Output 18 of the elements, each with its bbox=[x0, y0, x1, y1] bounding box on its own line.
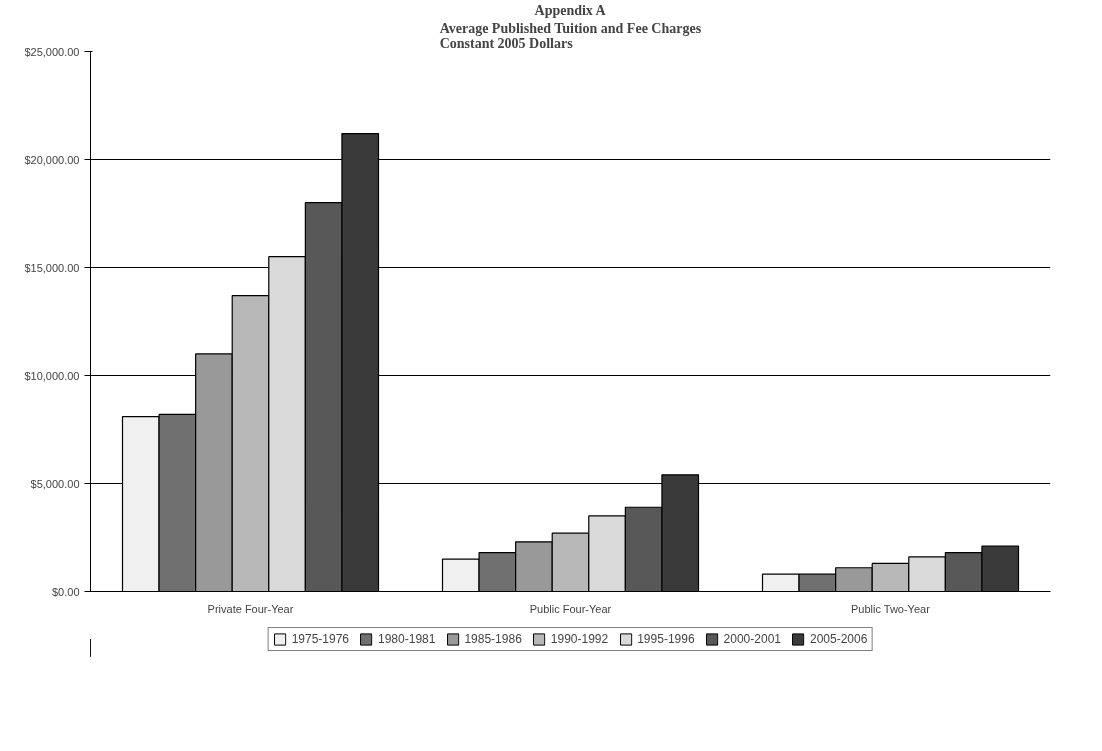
y-tick-label: $15,000.00 bbox=[24, 261, 80, 274]
legend-label: 2005-2006 bbox=[809, 632, 868, 646]
chart-subtitle: Average Published Tuition and Fee Charges Constant 2005 Dollars bbox=[439, 20, 702, 51]
legend-label: 1990-1992 bbox=[550, 632, 609, 646]
y-tick-label: $0.00 bbox=[51, 585, 80, 598]
legend-label: 1985-1986 bbox=[464, 632, 522, 646]
y-tick-label: $5,000.00 bbox=[30, 477, 80, 490]
x-tick-label: Public Two-Year bbox=[850, 602, 931, 615]
legend-label: 2000-2001 bbox=[723, 632, 781, 646]
y-tick-label: $20,000.00 bbox=[24, 153, 80, 166]
y-tick-label: $10,000.00 bbox=[24, 369, 80, 382]
legend-label: 1980-1981 bbox=[378, 632, 436, 646]
y-tick-label: $25,000.00 bbox=[24, 45, 80, 58]
legend-label: 1975-1976 bbox=[291, 632, 350, 646]
x-tick-label: Private Four-Year bbox=[207, 602, 294, 615]
chart-title: Appendix A bbox=[534, 2, 607, 18]
legend-label: 1995-1996 bbox=[637, 632, 695, 646]
x-tick-label: Public Four-Year bbox=[529, 602, 612, 615]
